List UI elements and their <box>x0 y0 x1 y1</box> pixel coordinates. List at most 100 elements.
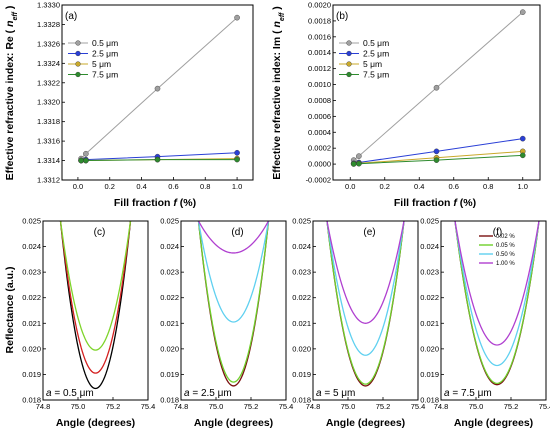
y-tick-label: 0.023 <box>420 268 439 277</box>
x-axis-label: Angle (degrees) <box>194 417 273 429</box>
reflectance-curve <box>197 221 270 254</box>
x-tick-label: 1.0 <box>518 182 528 191</box>
size-annotation: a = 5 μm <box>316 388 355 399</box>
legend-label: 7.5 μm <box>363 70 389 80</box>
y-tick-label: 0.019 <box>160 370 179 379</box>
chart-b: Effective refractive index: Im ( neff ) … <box>271 1 541 209</box>
y-tick-label: 0.0006 <box>308 112 331 121</box>
legend-label: 5 μm <box>92 59 111 69</box>
data-point <box>519 152 526 159</box>
data-point <box>234 156 240 163</box>
panel-label: (f) <box>493 227 502 238</box>
panel-label: (e) <box>363 227 375 238</box>
legend-label: 2.5 μm <box>92 49 118 59</box>
reflectance-curve <box>326 221 405 356</box>
data-point <box>356 153 362 159</box>
legend-label: 0.5 μm <box>363 38 389 48</box>
reflectance-panel: 74.8 75.0 75.2 75.4 0.018 0.019 0.020 0.021 0.02… <box>420 217 550 430</box>
data-point <box>519 135 526 142</box>
x-tick-label: 75.0 <box>341 402 356 411</box>
y-tick-label: 0.020 <box>160 344 179 353</box>
y-tick-label: 0.018 <box>160 396 179 405</box>
y-tick-label: 1.3322 <box>37 78 60 87</box>
y-tick-label: 0.0002 <box>308 144 331 153</box>
x-tick-label: 0.6 <box>168 182 178 191</box>
series-line <box>353 11 524 161</box>
legend-label: 1.00 % <box>496 261 515 267</box>
y-tick-label: 0.021 <box>420 319 439 328</box>
y-tick-label: 1.3316 <box>37 137 60 146</box>
y-tick-label: 0.0004 <box>308 128 331 137</box>
panel-label: (d) <box>231 227 243 238</box>
chart-b-xlabel: Fill fraction f (%) <box>394 197 476 209</box>
legend-marker <box>346 61 352 67</box>
data-point <box>433 148 440 155</box>
y-tick-label: 0.021 <box>292 319 311 328</box>
reflectance-panel: 74.8 75.0 75.2 75.4 0.018 0.019 0.020 0.021 0.02… <box>292 217 426 430</box>
plot-frame <box>42 220 149 401</box>
x-tick-label: 0.6 <box>449 182 459 191</box>
y-tick-label: 0.021 <box>160 319 179 328</box>
legend-label: 0.50 % <box>496 252 515 258</box>
data-point <box>519 9 526 15</box>
x-tick-label: 75.0 <box>469 402 484 411</box>
y-tick-label: 1.3314 <box>37 156 60 165</box>
plot-frame <box>332 4 541 181</box>
x-tick-label: 75.0 <box>71 402 86 411</box>
legend-marker <box>75 50 81 57</box>
y-tick-label: 0.022 <box>160 293 179 302</box>
y-tick-label: 0.023 <box>22 268 41 277</box>
legend-label: 5 μm <box>363 59 382 69</box>
data-point <box>83 150 89 157</box>
y-tick-label: 1.3328 <box>37 20 60 29</box>
legend-label: 0.5 μm <box>92 38 118 48</box>
y-tick-label: 1.3318 <box>37 117 60 126</box>
data-point <box>356 160 362 167</box>
y-tick-label: 0.0000 <box>308 160 331 169</box>
chart-b-ylabel: Effective refractive index: Im ( neff ) <box>271 6 286 180</box>
plot-frame <box>61 4 254 181</box>
x-tick-label: 75.2 <box>504 402 519 411</box>
x-tick-label: 0.8 <box>200 182 210 191</box>
y-tick-label: 0.0018 <box>308 16 331 25</box>
y-tick-label: 0.024 <box>420 242 439 251</box>
plot-frame <box>180 220 287 401</box>
reflectance-panel: 74.8 75.0 75.2 75.4 0.018 0.019 0.020 0.021 0.02… <box>160 217 293 430</box>
reflectance-curve <box>454 221 540 367</box>
y-tick-label: 0.020 <box>22 344 41 353</box>
reflectance-curve <box>59 221 132 390</box>
x-tick-label: 0.0 <box>345 182 355 191</box>
reflectance-curve <box>197 221 270 383</box>
reflectance-curve <box>326 221 405 385</box>
y-tick-label: 0.022 <box>22 293 41 302</box>
chart-a: Effective refractive index: Re ( neff ) … <box>4 1 254 209</box>
legend-marker <box>346 71 352 78</box>
y-tick-label: 1.3330 <box>37 1 60 10</box>
y-tick-label: 0.021 <box>22 319 41 328</box>
x-tick-label: 0.4 <box>136 182 146 191</box>
reflectance-curve <box>326 221 405 324</box>
y-tick-label: 1.3320 <box>37 98 60 107</box>
data-point <box>83 157 89 164</box>
y-tick-label: 0.0020 <box>308 1 331 10</box>
x-tick-label: 0.8 <box>483 182 493 191</box>
x-tick-label: 1.0 <box>232 182 242 191</box>
x-tick-label: 75.0 <box>209 402 224 411</box>
y-tick-label: 0.0016 <box>308 32 331 41</box>
x-tick-label: 74.8 <box>306 402 321 411</box>
legend-marker <box>75 61 81 67</box>
x-tick-label: 74.8 <box>174 402 189 411</box>
panel-label: (b) <box>336 11 348 22</box>
y-tick-label: 0.025 <box>292 217 311 226</box>
legend-marker <box>346 40 352 46</box>
x-tick-label: 75.2 <box>244 402 259 411</box>
y-tick-label: 0.018 <box>292 396 311 405</box>
x-tick-label: 75.4 <box>411 402 426 411</box>
x-tick-label: 75.2 <box>376 402 391 411</box>
x-tick-label: 74.8 <box>36 402 51 411</box>
reflectance-curve <box>197 221 270 323</box>
y-tick-label: 0.019 <box>22 370 41 379</box>
size-annotation: a = 0.5 μm <box>46 388 94 399</box>
legend-label: 0.05 % <box>496 243 515 249</box>
